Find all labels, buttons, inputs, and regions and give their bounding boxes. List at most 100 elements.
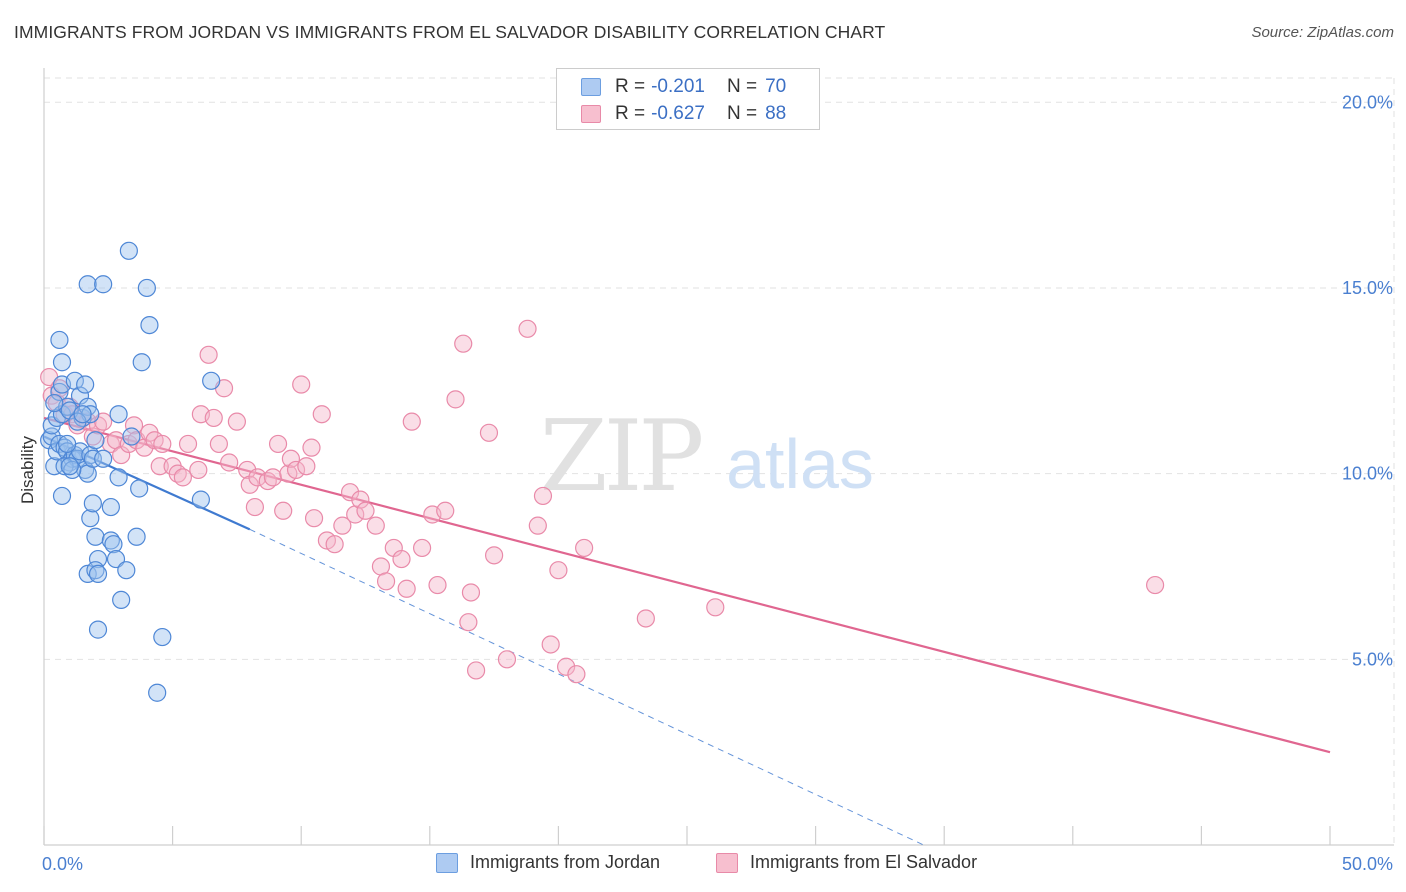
point-el-salvador — [204, 408, 223, 428]
point-el-salvador — [268, 434, 288, 454]
point-el-salvador — [567, 665, 586, 684]
point-jordan — [52, 486, 72, 506]
point-jordan — [45, 457, 64, 476]
point-el-salvador — [238, 460, 257, 480]
point-el-salvador — [402, 412, 421, 431]
point-el-salvador — [461, 583, 481, 602]
point-el-salvador — [189, 460, 208, 480]
point-el-salvador — [333, 516, 352, 535]
legend-r-label: R = — [615, 103, 646, 124]
chart-title: IMMIGRANTS FROM JORDAN VS IMMIGRANTS FRO… — [14, 22, 886, 42]
trend-line-jordan-extension — [249, 528, 924, 846]
point-jordan — [76, 375, 95, 394]
point-el-salvador — [150, 457, 169, 476]
legend-row-jordan: R = -0.201 N = 70 — [581, 75, 786, 99]
point-jordan — [52, 353, 72, 372]
point-el-salvador — [199, 345, 218, 364]
point-el-salvador — [153, 434, 172, 454]
point-el-salvador — [549, 561, 568, 580]
point-jordan — [73, 405, 92, 424]
watermark-atlas: atlas — [726, 425, 874, 503]
legend: R = -0.201 N = 70 R = -0.627 N = 88 — [556, 68, 820, 130]
point-el-salvador — [446, 390, 465, 409]
point-el-salvador — [263, 468, 283, 487]
point-jordan — [109, 468, 128, 487]
legend-r-label: R = — [615, 76, 646, 97]
point-el-salvador — [575, 538, 594, 558]
series-swatch-el-salvador — [716, 852, 738, 873]
source-label: Source: ZipAtlas.com — [1251, 24, 1394, 41]
point-jordan — [122, 427, 141, 446]
point-el-salvador — [428, 575, 447, 595]
point-el-salvador — [533, 486, 553, 506]
data-points — [40, 241, 1165, 702]
point-el-salvador — [392, 549, 411, 569]
point-el-salvador — [240, 475, 259, 494]
x-tick-label: 0.0% — [42, 854, 83, 874]
y-tick-label: 20.0% — [1342, 92, 1393, 112]
legend-swatch-jordan — [581, 78, 601, 96]
point-el-salvador — [297, 457, 316, 476]
point-el-salvador — [245, 497, 265, 517]
point-jordan — [119, 241, 138, 260]
point-jordan — [50, 330, 69, 350]
point-el-salvador — [1146, 575, 1165, 595]
point-el-salvador — [351, 490, 370, 509]
point-el-salvador — [557, 657, 576, 676]
legend-n-value: 88 — [765, 103, 787, 124]
y-axis-label: Disability — [18, 435, 37, 504]
grid-lines — [44, 77, 1395, 845]
point-jordan — [94, 449, 113, 468]
point-el-salvador — [340, 483, 360, 502]
point-el-salvador — [397, 579, 416, 598]
point-el-salvador — [412, 538, 432, 558]
point-jordan — [153, 627, 172, 647]
point-el-salvador — [436, 501, 455, 520]
point-el-salvador — [124, 416, 144, 435]
legend-row-el-salvador: R = -0.627 N = 88 — [581, 102, 786, 126]
point-jordan — [101, 497, 120, 517]
point-el-salvador — [312, 405, 331, 424]
point-el-salvador — [466, 661, 486, 680]
point-el-salvador — [356, 501, 375, 520]
point-el-salvador — [178, 434, 198, 454]
point-el-salvador — [220, 453, 239, 472]
point-el-salvador — [209, 434, 228, 454]
point-el-salvador — [292, 375, 311, 394]
point-el-salvador — [454, 334, 473, 353]
point-jordan — [191, 490, 210, 509]
point-el-salvador — [227, 412, 246, 431]
axes — [43, 68, 1394, 846]
point-jordan — [88, 549, 108, 569]
point-el-salvador — [281, 449, 301, 468]
series-legend-el-salvador[interactable]: Immigrants from El Salvador — [716, 852, 977, 873]
point-el-salvador — [173, 468, 192, 487]
series-name-el-salvador: Immigrants from El Salvador — [750, 852, 978, 872]
point-el-salvador — [541, 635, 560, 654]
series-legend-jordan[interactable]: Immigrants from Jordan — [436, 852, 660, 873]
point-jordan — [109, 405, 128, 424]
point-jordan — [132, 353, 151, 372]
point-jordan — [86, 431, 105, 450]
point-el-salvador — [459, 613, 478, 632]
point-el-salvador — [286, 460, 306, 480]
point-el-salvador — [325, 535, 344, 554]
watermark: ZIP atlas — [540, 400, 874, 514]
point-jordan — [140, 315, 159, 335]
point-jordan — [106, 549, 126, 569]
point-jordan — [50, 382, 69, 402]
series-swatch-jordan — [436, 852, 458, 873]
point-jordan — [81, 509, 100, 528]
point-jordan — [94, 275, 113, 294]
legend-r-value: -0.627 — [651, 103, 705, 124]
point-el-salvador — [302, 438, 321, 457]
tick-labels: 5.0% 10.0% 15.0% 20.0% 0.0% 50.0% — [42, 92, 1393, 874]
legend-n-value: 70 — [765, 76, 787, 97]
series-name-jordan: Immigrants from Jordan — [470, 852, 661, 872]
series-legend: Immigrants from Jordan Immigrants from E… — [0, 852, 1406, 878]
point-el-salvador — [497, 650, 517, 669]
point-el-salvador — [528, 516, 547, 535]
legend-r-value: -0.201 — [651, 76, 705, 97]
point-el-salvador — [485, 546, 504, 565]
